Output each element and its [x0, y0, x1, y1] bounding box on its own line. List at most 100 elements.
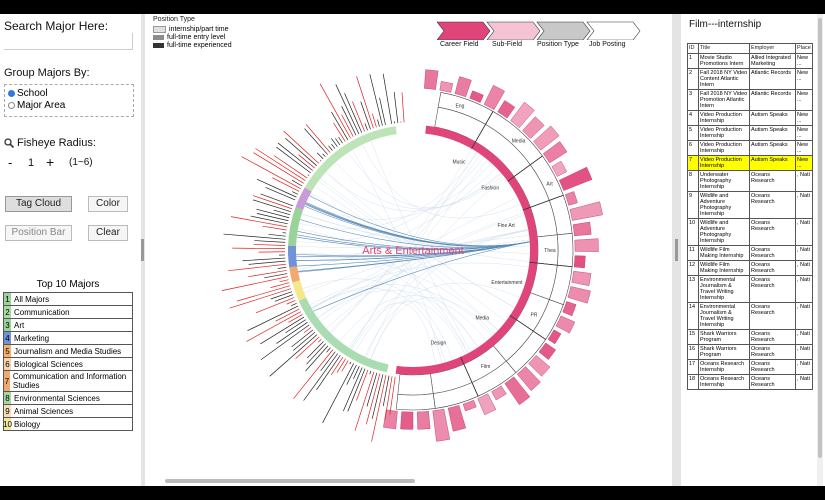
splitter-grip[interactable] — [141, 239, 144, 261]
job-count-bar[interactable] — [562, 301, 577, 317]
radio-school[interactable]: School — [8, 88, 48, 99]
major-tag[interactable] — [305, 345, 329, 372]
horizontal-scrollbar[interactable] — [145, 479, 665, 484]
table-row[interactable]: 5 Video Production Internship Autism Speak… — [687, 125, 813, 141]
major-tag[interactable] — [228, 263, 286, 272]
top10-item[interactable]: 2 Communication — [3, 306, 133, 319]
major-tag[interactable] — [256, 213, 289, 222]
right-splitter[interactable] — [672, 14, 681, 486]
table-row[interactable]: 18 Oceans Research Internship Oceans Resea… — [687, 374, 813, 390]
job-count-bar[interactable] — [558, 166, 593, 191]
job-count-bar[interactable] — [469, 90, 484, 103]
radial-career-chart[interactable]: Arts & Entertainment Music Fashion Fine Art… — [145, 14, 672, 486]
search-input[interactable] — [4, 33, 133, 50]
major-tag[interactable] — [303, 353, 339, 401]
major-tag[interactable] — [371, 375, 387, 442]
major-tag[interactable] — [305, 124, 331, 153]
major-tag[interactable] — [319, 83, 351, 139]
major-tag[interactable] — [341, 106, 357, 136]
major-tag[interactable] — [292, 191, 298, 195]
table-row[interactable]: 1 Movie Studio Promotions Intern Allied In… — [687, 53, 813, 69]
table-row[interactable]: 16 Shark Warriors Program Oceans Research,… — [687, 344, 813, 360]
major-tag[interactable] — [364, 123, 368, 131]
job-count-bar[interactable] — [533, 125, 560, 151]
tag-cloud-button[interactable]: Tag Cloud — [5, 196, 72, 212]
scroll-thumb[interactable] — [818, 18, 822, 458]
major-tag[interactable] — [352, 101, 365, 132]
major-tag[interactable] — [379, 97, 386, 126]
major-tag[interactable] — [393, 92, 399, 123]
major-tag[interactable] — [279, 279, 289, 283]
major-tag[interactable] — [347, 368, 366, 412]
major-tag[interactable] — [248, 270, 287, 278]
major-tag[interactable] — [298, 154, 315, 169]
major-tag[interactable] — [343, 367, 363, 412]
top10-item[interactable]: 10 Biology — [3, 418, 133, 431]
major-tag[interactable] — [369, 74, 383, 126]
table-row[interactable]: 13 Environmental Journalism & Travel Writ… — [687, 275, 813, 303]
major-tag[interactable] — [254, 240, 286, 243]
major-tag[interactable] — [252, 195, 292, 210]
major-tag[interactable] — [255, 297, 295, 314]
major-tag[interactable] — [382, 375, 390, 407]
major-tag[interactable] — [241, 156, 301, 190]
left-splitter[interactable] — [141, 14, 145, 486]
major-tag[interactable] — [341, 114, 354, 137]
top10-item[interactable]: 5 Journalism and Media Studies — [3, 345, 133, 358]
table-row[interactable]: 15 Shark Warriors Program Oceans Research,… — [687, 329, 813, 345]
major-tag[interactable] — [316, 152, 324, 160]
table-row[interactable]: 10 Wildlife and Adventure Photography Int… — [687, 218, 813, 246]
top10-item[interactable]: 7 Communication and Information Studies — [3, 371, 133, 392]
position-bar-button[interactable]: Position Bar — [5, 225, 72, 241]
major-tag[interactable] — [272, 177, 300, 192]
major-tag[interactable] — [353, 366, 360, 380]
major-tag[interactable] — [276, 322, 308, 344]
table-row[interactable]: 17 Oceans Research Internship Oceans Resea… — [687, 359, 813, 375]
job-count-bar[interactable] — [462, 399, 477, 412]
job-count-bar[interactable] — [547, 329, 562, 345]
major-tag[interactable] — [341, 360, 349, 372]
col-id-header[interactable]: ID — [687, 43, 699, 54]
major-tag[interactable] — [260, 316, 305, 345]
major-tag[interactable] — [369, 370, 372, 375]
breadcrumb-sub-field[interactable] — [486, 21, 541, 40]
major-tag[interactable] — [291, 179, 303, 187]
major-tag[interactable] — [307, 174, 310, 176]
job-count-bar[interactable] — [400, 411, 414, 430]
school-node[interactable] — [290, 271, 299, 280]
major-tag[interactable] — [331, 143, 336, 149]
major-tag[interactable] — [255, 148, 306, 181]
table-row[interactable]: 7 Video Production Internship Autism Speak… — [687, 155, 813, 171]
job-count-bar[interactable] — [572, 221, 592, 237]
top10-item[interactable]: 1 All Majors — [3, 292, 133, 306]
major-tag[interactable] — [322, 153, 326, 157]
major-tag[interactable] — [346, 364, 357, 385]
major-tag[interactable] — [354, 371, 375, 431]
table-row[interactable]: 6 Video Production Internship Autism Speak… — [687, 140, 813, 156]
col-place-header[interactable]: Place — [795, 43, 813, 54]
major-tag[interactable] — [276, 146, 311, 174]
major-tag[interactable] — [316, 355, 341, 391]
school-arc[interactable] — [298, 297, 389, 373]
job-posting-cell[interactable] — [556, 232, 574, 268]
major-tag[interactable] — [247, 305, 299, 332]
breadcrumb-position-type[interactable] — [536, 21, 591, 40]
major-tag[interactable] — [253, 152, 304, 184]
major-tag[interactable] — [306, 343, 326, 365]
top10-item[interactable]: 9 Animal Sciences — [3, 405, 133, 418]
major-tag[interactable] — [290, 302, 297, 307]
major-tag[interactable] — [253, 244, 286, 246]
job-count-bar[interactable] — [564, 191, 578, 206]
major-tag[interactable] — [365, 373, 381, 425]
radio-major-area[interactable]: Major Area — [8, 100, 65, 111]
major-tag[interactable] — [349, 361, 352, 365]
major-tag[interactable] — [277, 267, 287, 269]
major-tag[interactable] — [273, 209, 291, 216]
major-tag[interactable] — [274, 294, 294, 302]
major-tag[interactable] — [230, 216, 288, 228]
major-tag[interactable] — [356, 369, 369, 401]
major-tag[interactable] — [252, 199, 291, 213]
major-tag[interactable] — [293, 332, 316, 351]
scroll-thumb[interactable] — [165, 479, 415, 483]
major-tag[interactable] — [293, 349, 334, 399]
